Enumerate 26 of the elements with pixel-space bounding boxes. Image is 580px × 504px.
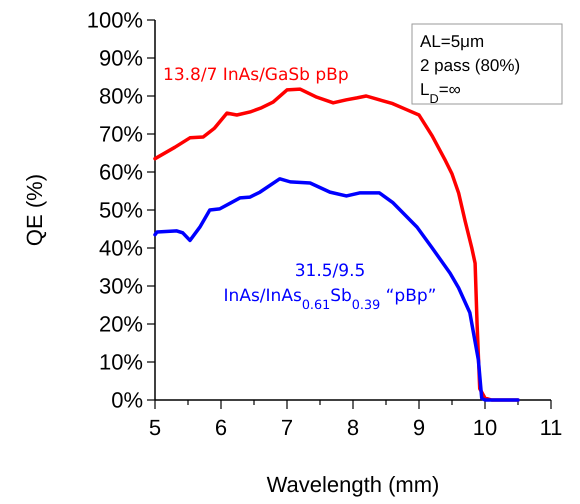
x-tick-label: 6	[214, 415, 228, 440]
series-label: 31.5/9.5 InAs/InAs$_{0.61}$Sb$_{0.39}$ “pBp”	[224, 261, 436, 312]
y-tick-label: 100%	[86, 8, 143, 33]
x-tick-label: 10	[472, 415, 498, 440]
x-tick-label: 7	[280, 415, 294, 440]
annotation: L$_{D}$=∞	[420, 80, 461, 106]
y-tick-label: 70%	[98, 122, 143, 147]
x-axis-title: Wavelength (mm)	[266, 472, 440, 497]
x-tick-label: 11	[540, 415, 562, 440]
y-tick-label: 80%	[98, 84, 143, 109]
annotation: AL=5μm	[420, 32, 484, 51]
y-axis-title: QE (%)	[22, 174, 47, 246]
y-tick-label: 10%	[98, 350, 143, 375]
y-tick-label: 30%	[98, 274, 143, 299]
x-tick-label: 8	[346, 415, 360, 440]
y-tick-label: 60%	[98, 160, 143, 185]
y-tick-label: 0%	[111, 388, 143, 413]
annotation: 2 pass (80%)	[420, 56, 520, 75]
y-tick-label: 20%	[98, 312, 143, 337]
y-tick-label: 40%	[98, 236, 143, 261]
line-series	[153, 177, 520, 402]
series-label: 13.8/7 InAs/GaSb pBp	[163, 65, 349, 85]
x-tick-label: 9	[412, 415, 426, 440]
y-tick-label: 50%	[98, 198, 143, 223]
y-tick-label: 90%	[98, 46, 143, 71]
x-tick-label: 5	[148, 415, 162, 440]
